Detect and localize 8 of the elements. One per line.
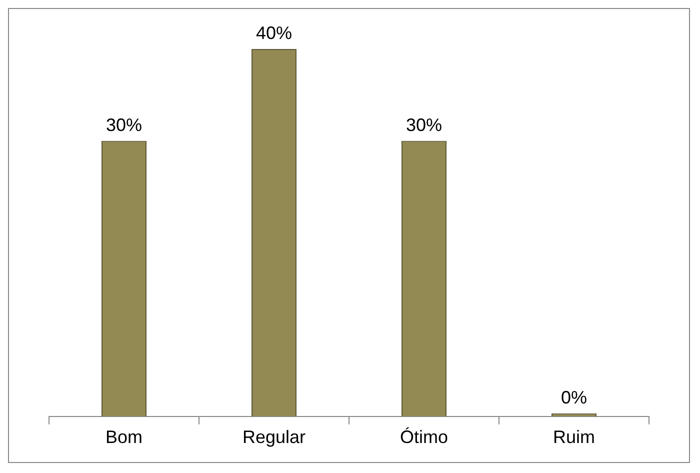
x-tick-label: Ruim bbox=[552, 427, 596, 448]
x-tick-label: Ótimo bbox=[400, 427, 448, 448]
data-label: 30% bbox=[406, 114, 442, 135]
x-tick-label: Regular bbox=[242, 427, 306, 448]
data-label: 30% bbox=[106, 114, 142, 135]
data-label: 0% bbox=[560, 387, 588, 408]
data-label: 40% bbox=[256, 22, 292, 43]
x-tick-label: Bom bbox=[105, 427, 143, 448]
